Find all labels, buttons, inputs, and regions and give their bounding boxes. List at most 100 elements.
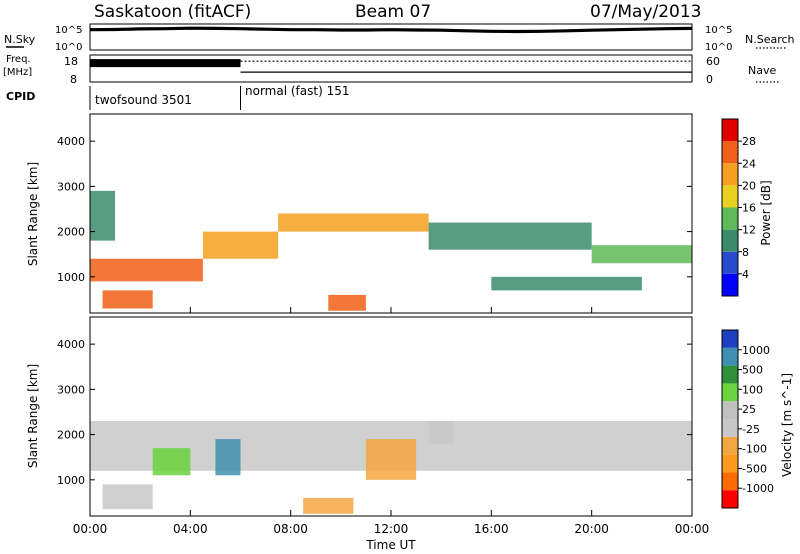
power-band bbox=[328, 294, 366, 311]
freq-label-line1: Freq. bbox=[6, 54, 31, 65]
freq-tick-bottom: 8 bbox=[70, 73, 77, 86]
velocity-colorbar-segment bbox=[722, 419, 738, 437]
velocity-colorbar-segment bbox=[722, 490, 738, 508]
power-colorbar-segment bbox=[722, 141, 738, 164]
velocity-ytick-label: 4000 bbox=[57, 338, 85, 351]
velocity-colorbar-segment bbox=[722, 383, 738, 402]
velocity-band bbox=[152, 448, 191, 476]
power-ytick-label: 4000 bbox=[57, 135, 85, 148]
power-colorbar-tick-label: 28 bbox=[742, 135, 756, 148]
x-tick-label: 20:00 bbox=[574, 522, 609, 536]
power-yticks: 1000 2000 3000 4000 bbox=[57, 135, 692, 284]
velocity-colorbar-tick-label: -25 bbox=[742, 423, 760, 436]
power-ylabel: Slant Range [km] bbox=[26, 162, 40, 266]
nave-label: Nave bbox=[748, 64, 776, 77]
cpid-label: CPID bbox=[6, 90, 35, 103]
freq-tick-top: 18 bbox=[64, 55, 78, 68]
frequency-panel: Freq. [MHz] 18 8 60 0 Nave bbox=[3, 54, 780, 86]
noise-left-label: N.Sky bbox=[4, 33, 36, 46]
velocity-background bbox=[90, 317, 692, 516]
velocity-colorbar-frame bbox=[721, 329, 739, 509]
power-colorbar-segment bbox=[722, 119, 738, 142]
velocity-colorbar-tick-label: 1000 bbox=[742, 344, 770, 357]
date-title: 07/May/2013 bbox=[590, 2, 702, 22]
noise-left-tick-bottom: 10^0 bbox=[55, 42, 82, 53]
power-colorbar-tick-label: 24 bbox=[742, 157, 756, 170]
velocity-band bbox=[303, 497, 354, 514]
velocity-colorbar-segment bbox=[722, 347, 738, 366]
freq-twofsound-block bbox=[90, 59, 241, 68]
velocity-band bbox=[102, 484, 153, 510]
power-colorbar-tick-label: 20 bbox=[742, 179, 756, 192]
noise-panel: N.Sky 10^5 10^0 10^5 10^0 N.Search bbox=[4, 23, 795, 53]
power-ytick-label: 2000 bbox=[57, 226, 85, 239]
power-band bbox=[278, 213, 429, 232]
velocity-colorbar-label: Velocity [m s^-1] bbox=[780, 373, 794, 477]
freq-label-line2: [MHz] bbox=[3, 67, 32, 78]
velocity-colorbar-segment bbox=[722, 401, 738, 419]
x-tick-label: 12:00 bbox=[374, 522, 409, 536]
velocity-colorbar-tick-label: -100 bbox=[742, 443, 767, 456]
power-band bbox=[202, 231, 279, 259]
velocity-colorbar-tick-label: 100 bbox=[742, 383, 763, 396]
velocity-yticks: 1000 2000 3000 4000 bbox=[57, 338, 692, 487]
power-ytick-label: 1000 bbox=[57, 271, 85, 284]
velocity-colorbar-segment bbox=[722, 330, 738, 348]
power-band bbox=[102, 290, 153, 309]
power-band bbox=[90, 258, 203, 282]
power-bands bbox=[90, 190, 692, 311]
velocity-colorbar: 1000 500 100 25 -25 -100 -500 -1000 bbox=[721, 329, 774, 509]
beam-title: Beam 07 bbox=[355, 2, 431, 22]
power-colorbar: 28 24 20 16 12 8 4 bbox=[721, 118, 756, 297]
noise-right-tick-bottom: 10^0 bbox=[705, 42, 732, 53]
velocity-ytick-label: 1000 bbox=[57, 474, 85, 487]
power-colorbar-segment bbox=[722, 273, 738, 296]
cpid-mode-twofsound: twofsound 3501 bbox=[95, 93, 192, 107]
power-colorbar-segment bbox=[722, 185, 738, 208]
nave-tick-bottom: 0 bbox=[706, 73, 713, 86]
velocity-bands bbox=[90, 421, 692, 514]
x-tick-label: 16:00 bbox=[474, 522, 509, 536]
velocity-ylabel: Slant Range [km] bbox=[26, 364, 40, 468]
power-colorbar-tick-label: 4 bbox=[742, 268, 749, 281]
x-axis-ticks: 00:00 04:00 08:00 12:00 16:00 20:00 00:00 bbox=[73, 307, 710, 536]
freq-frame bbox=[89, 54, 693, 83]
power-colorbar-segment bbox=[722, 163, 738, 186]
noise-frame bbox=[89, 23, 693, 51]
noise-right-label: N.Search bbox=[745, 33, 795, 46]
x-tick-label: 04:00 bbox=[173, 522, 208, 536]
noise-left-tick-top: 10^5 bbox=[55, 25, 82, 36]
power-colorbar-segment bbox=[722, 207, 738, 230]
noise-right-tick-top: 10^5 bbox=[705, 25, 732, 36]
power-colorbar-label: Power [dB] bbox=[759, 180, 773, 245]
velocity-colorbar-segment bbox=[722, 472, 738, 491]
velocity-ytick-label: 2000 bbox=[57, 429, 85, 442]
power-colorbar-tick-label: 8 bbox=[742, 246, 749, 259]
velocity-colorbar-segment bbox=[722, 365, 738, 384]
power-band bbox=[491, 276, 642, 291]
power-ytick-label: 3000 bbox=[57, 180, 85, 193]
cpid-mode-normal: normal (fast) 151 bbox=[245, 84, 349, 98]
velocity-panel: 1000 2000 3000 4000 Slant Range [km] 1000 50… bbox=[26, 316, 794, 517]
x-tick-label: 00:00 bbox=[675, 522, 710, 536]
nave-tick-top: 60 bbox=[706, 55, 720, 68]
power-band bbox=[428, 222, 592, 250]
power-panel: 1000 2000 3000 4000 Slant Range [km] 28 24 20… bbox=[26, 113, 773, 314]
velocity-band bbox=[428, 421, 454, 444]
cpid-panel: CPID twofsound 3501 normal (fast) 151 bbox=[6, 84, 349, 110]
power-colorbar-segment bbox=[722, 229, 738, 252]
velocity-band bbox=[365, 439, 417, 480]
velocity-colorbar-tick-label: 25 bbox=[742, 403, 756, 416]
power-colorbar-tick-label: 12 bbox=[742, 224, 756, 237]
velocity-colorbar-tick-label: 500 bbox=[742, 364, 763, 377]
power-band bbox=[591, 245, 692, 264]
power-colorbar-segment bbox=[722, 251, 738, 274]
power-band bbox=[90, 190, 116, 241]
power-colorbar-tick-label: 16 bbox=[742, 202, 756, 215]
x-axis-label: Time UT bbox=[365, 538, 416, 552]
velocity-colorbar-tick-label: -1000 bbox=[742, 482, 774, 495]
velocity-colorbar-segment bbox=[722, 436, 738, 455]
x-tick-label: 08:00 bbox=[273, 522, 308, 536]
velocity-colorbar-segment bbox=[722, 454, 738, 473]
